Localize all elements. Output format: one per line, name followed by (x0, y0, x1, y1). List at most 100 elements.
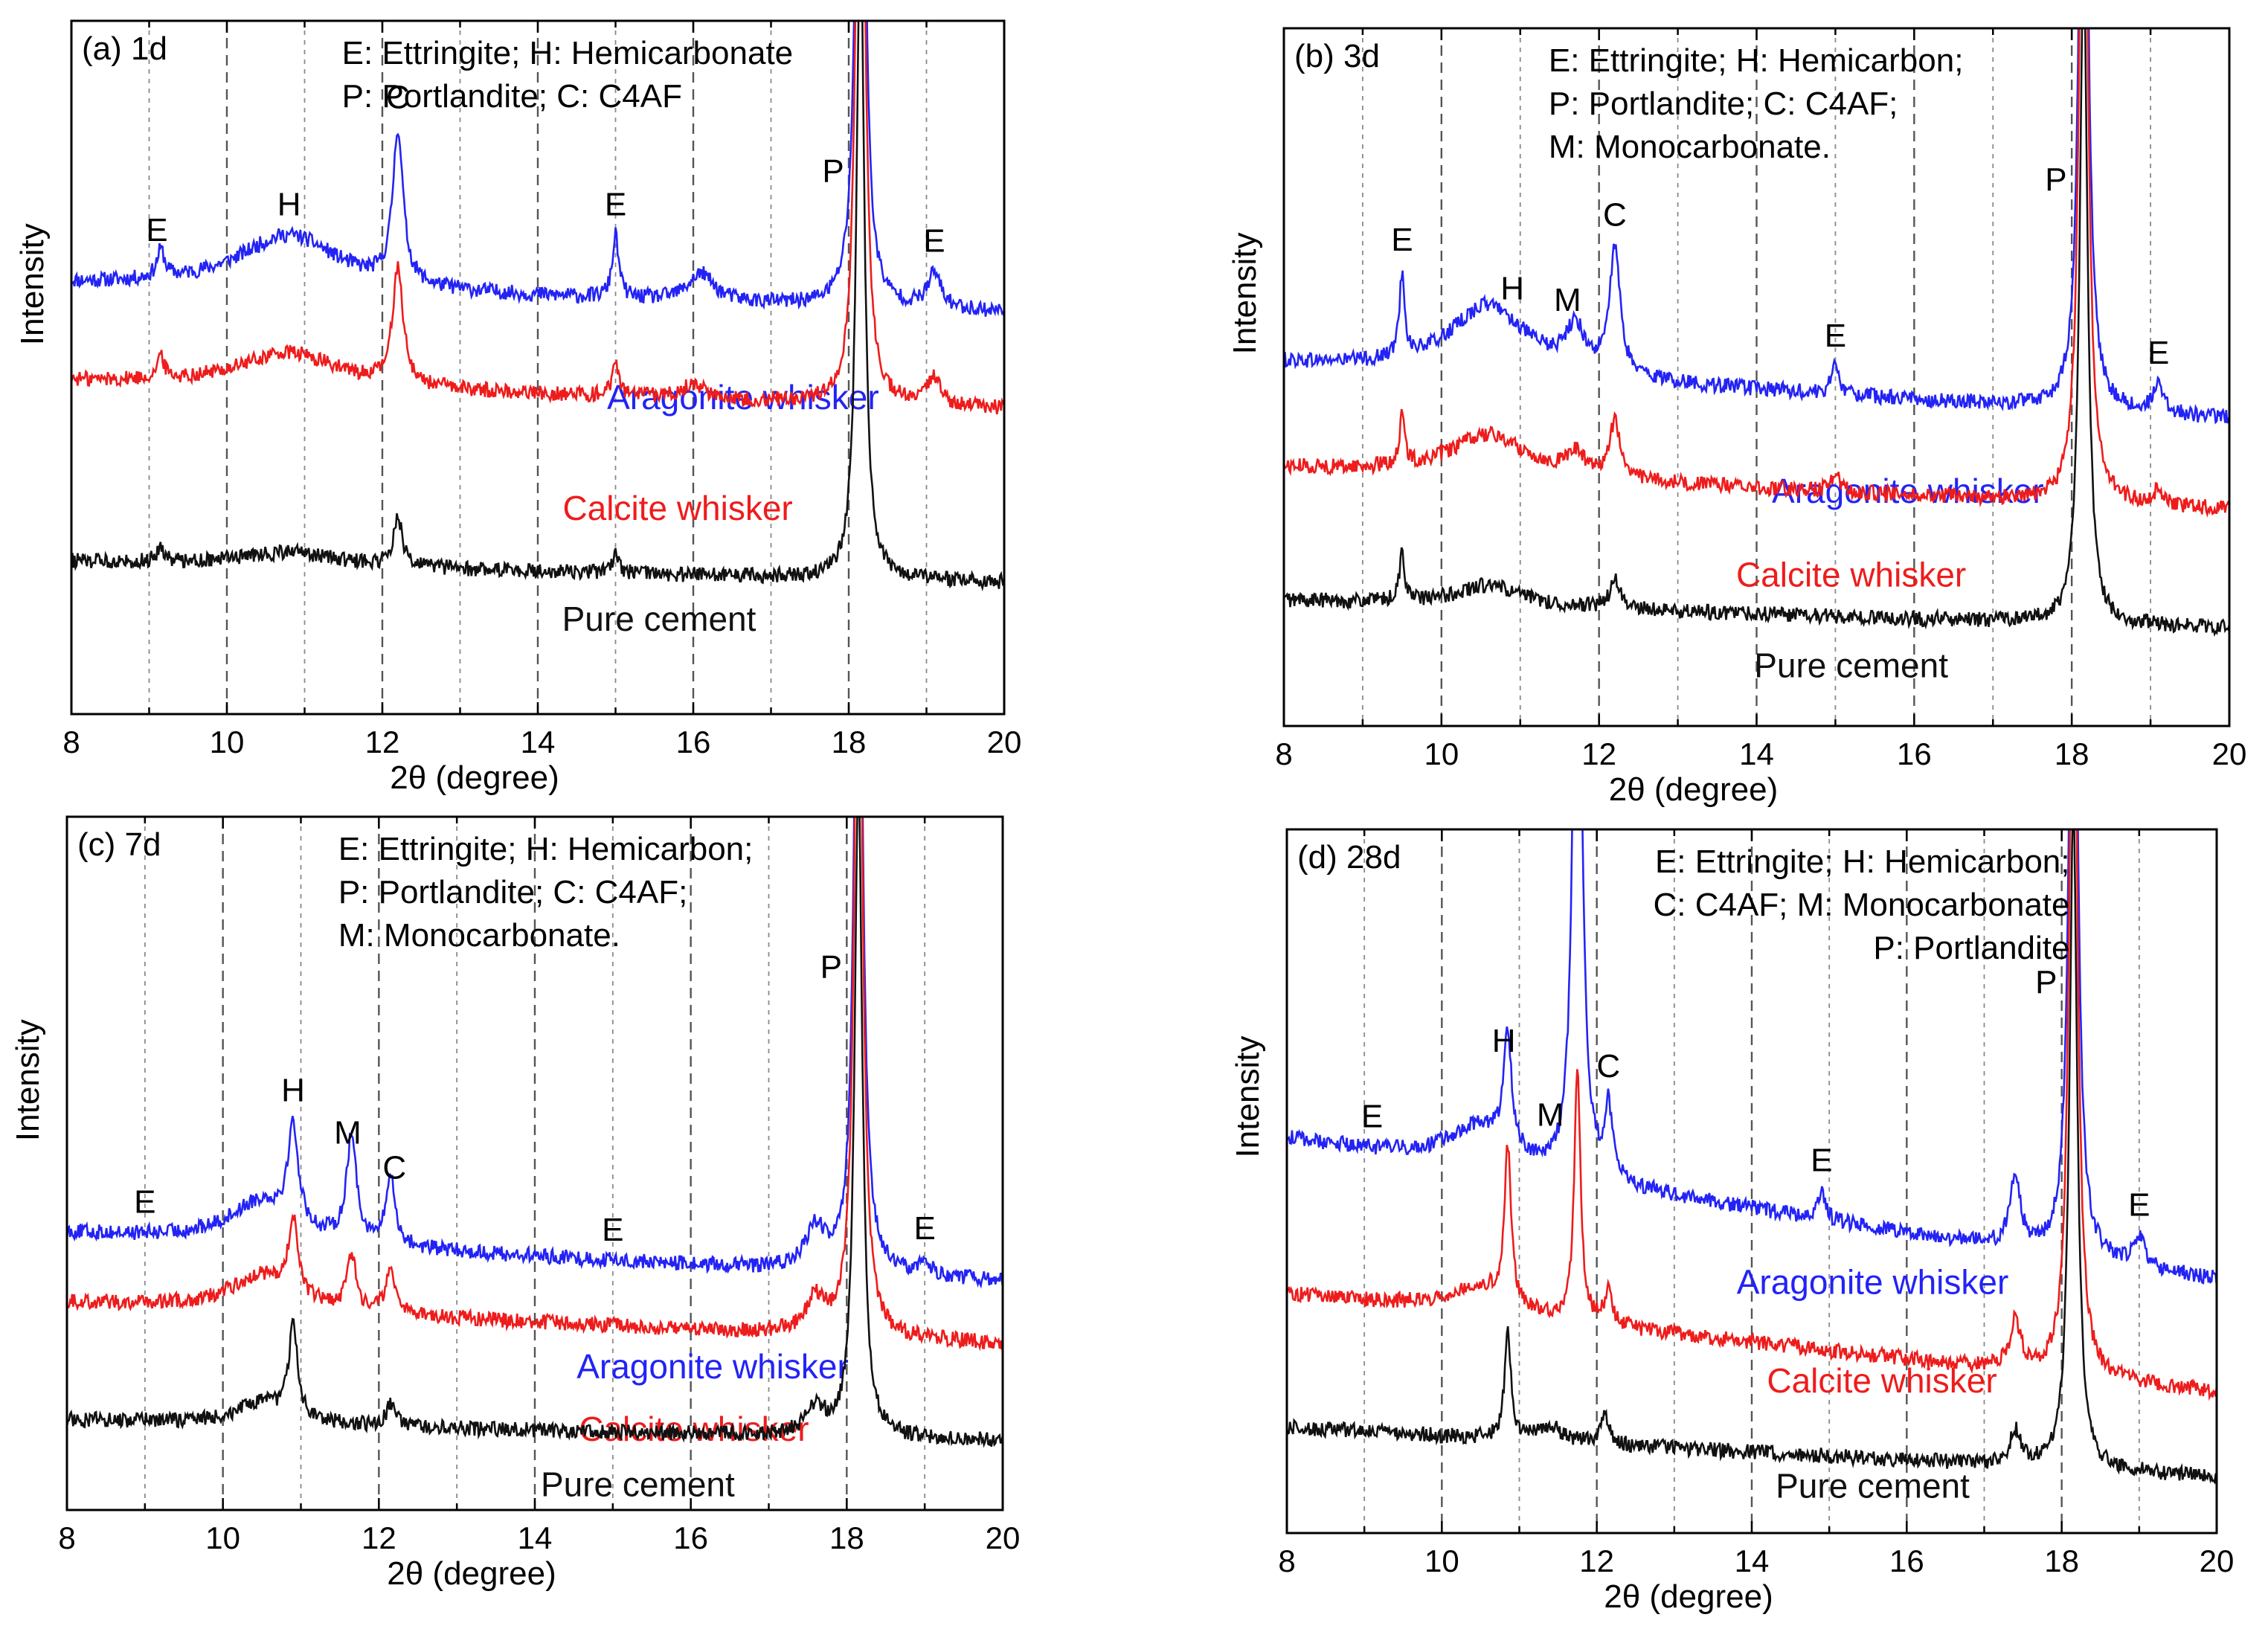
y-axis-label: Intensity (10, 1019, 46, 1141)
legend-line: E: Ettringite; H: Hemicarbon; (1549, 42, 1964, 79)
peak-label: C (1596, 1048, 1620, 1085)
peak-label: M (334, 1114, 362, 1151)
peak-label: E (2128, 1187, 2150, 1224)
x-tick-label: 16 (676, 724, 711, 759)
x-tick-label: 10 (1424, 736, 1459, 771)
x-tick-label: 20 (986, 1520, 1021, 1555)
peak-label: C (386, 80, 410, 116)
trace-calcite-whisker (1287, 829, 2217, 1401)
legend-line: P: Portlandite; C: C4AF; (338, 874, 688, 910)
panel-title: (b) 3d (1294, 38, 1380, 74)
x-tick-label: 14 (521, 724, 556, 759)
peak-label: H (1492, 1023, 1516, 1059)
peak-label: H (281, 1072, 305, 1108)
trace-pure-cement (67, 817, 1003, 1448)
peak-label: C (1603, 196, 1627, 233)
legend-line: M: Monocarbonate. (338, 917, 620, 954)
peak-label: E (1361, 1098, 1383, 1134)
x-tick-label: 10 (205, 1520, 240, 1555)
x-tick-label: 16 (673, 1520, 708, 1555)
legend-line: E: Ettringite; H: Hemicarbonate (342, 35, 793, 71)
legend-line: P: Portlandite; C: C4AF (342, 78, 682, 115)
trace-calcite-whisker (1284, 28, 2229, 518)
series-label: Aragonite whisker (1737, 1262, 2009, 1301)
peak-label: E (923, 223, 945, 260)
x-tick-label: 20 (987, 724, 1022, 759)
series-label: Aragonite whisker (576, 1347, 849, 1386)
x-tick-label: 18 (832, 724, 867, 759)
legend-line: E: Ettringite; H: Hemicarbon; (1655, 844, 2070, 880)
x-axis-label: 2θ (degree) (1609, 771, 1778, 808)
x-tick-label: 14 (518, 1520, 553, 1555)
x-tick-label: 8 (1278, 1543, 1295, 1578)
x-tick-label: 16 (1889, 1543, 1924, 1578)
x-tick-label: 14 (1735, 1543, 1770, 1578)
peak-label: H (277, 186, 301, 222)
x-tick-label: 20 (2200, 1543, 2235, 1578)
x-tick-label: 10 (1424, 1543, 1459, 1578)
trace-pure-cement (1287, 829, 2217, 1485)
y-axis-label: Intensity (1227, 233, 1263, 355)
y-axis-label: Intensity (14, 223, 51, 345)
trace-aragonite-whisker (71, 21, 1004, 318)
peak-label: E (1391, 222, 1413, 258)
series-label: Pure cement (1776, 1467, 1970, 1506)
x-tick-label: 16 (1897, 736, 1932, 771)
panel-4: Aragonite whisker Calcite whisker Pure cem… (1230, 828, 2235, 1615)
trace-calcite-whisker (67, 817, 1003, 1352)
trace-pure-cement (1284, 28, 2229, 637)
trace-aragonite-whisker (1284, 28, 2229, 425)
series-label: Pure cement (1754, 646, 1948, 684)
x-tick-label: 18 (829, 1520, 864, 1555)
legend-line: M: Monocarbonate. (1549, 129, 1831, 165)
x-axis-label: 2θ (degree) (1604, 1578, 1773, 1615)
peak-label: P (822, 152, 844, 189)
series-label: Calcite whisker (1736, 555, 1966, 594)
x-tick-label: 14 (1739, 736, 1774, 771)
y-axis-label: Intensity (1230, 1036, 1266, 1158)
x-tick-label: 12 (365, 724, 400, 759)
legend-line: C: C4AF; M: Monocarbonate (1653, 887, 2069, 923)
legend-line: E: Ettringite; H: Hemicarbon; (338, 831, 754, 867)
peak-label: E (134, 1184, 155, 1221)
legend-line: P: Portlandite (1873, 930, 2069, 966)
peak-label: E (913, 1210, 935, 1247)
peak-label: E (2147, 335, 2169, 371)
x-tick-label: 20 (2212, 736, 2247, 771)
panel-title: (c) 7d (77, 826, 161, 863)
x-tick-label: 18 (2055, 736, 2089, 771)
peak-label: P (2045, 161, 2066, 198)
peak-label: P (820, 948, 842, 985)
peak-label: P (2035, 964, 2057, 1000)
x-tick-label: 8 (58, 1520, 75, 1555)
peak-label: E (146, 212, 167, 248)
series-label: Calcite whisker (1767, 1361, 1996, 1400)
x-tick-label: 8 (62, 724, 80, 759)
peak-label: E (1811, 1143, 1832, 1179)
x-tick-label: 18 (2044, 1543, 2079, 1578)
panel-title: (a) 1d (82, 30, 167, 67)
peak-label: M (1537, 1096, 1564, 1133)
peak-label: M (1554, 282, 1581, 318)
x-tick-label: 10 (210, 724, 245, 759)
panel-title: (d) 28d (1297, 839, 1401, 875)
series-label: Pure cement (562, 600, 756, 638)
x-tick-label: 12 (1581, 736, 1616, 771)
series-label: Pure cement (541, 1465, 735, 1503)
trace-pure-cement (71, 21, 1004, 592)
peak-label: E (605, 187, 626, 223)
trace-aragonite-whisker (67, 817, 1003, 1289)
trace-aragonite-whisker (1287, 829, 2217, 1287)
peak-label: E (602, 1212, 623, 1248)
x-tick-label: 8 (1275, 736, 1292, 771)
x-tick-label: 12 (362, 1520, 396, 1555)
peak-label: E (1825, 318, 1846, 354)
x-axis-label: 2θ (degree) (387, 1555, 556, 1592)
trace-calcite-whisker (71, 21, 1004, 415)
x-axis-label: 2θ (degree) (390, 759, 559, 796)
peak-label: C (382, 1149, 406, 1186)
x-tick-label: 12 (1579, 1543, 1614, 1578)
